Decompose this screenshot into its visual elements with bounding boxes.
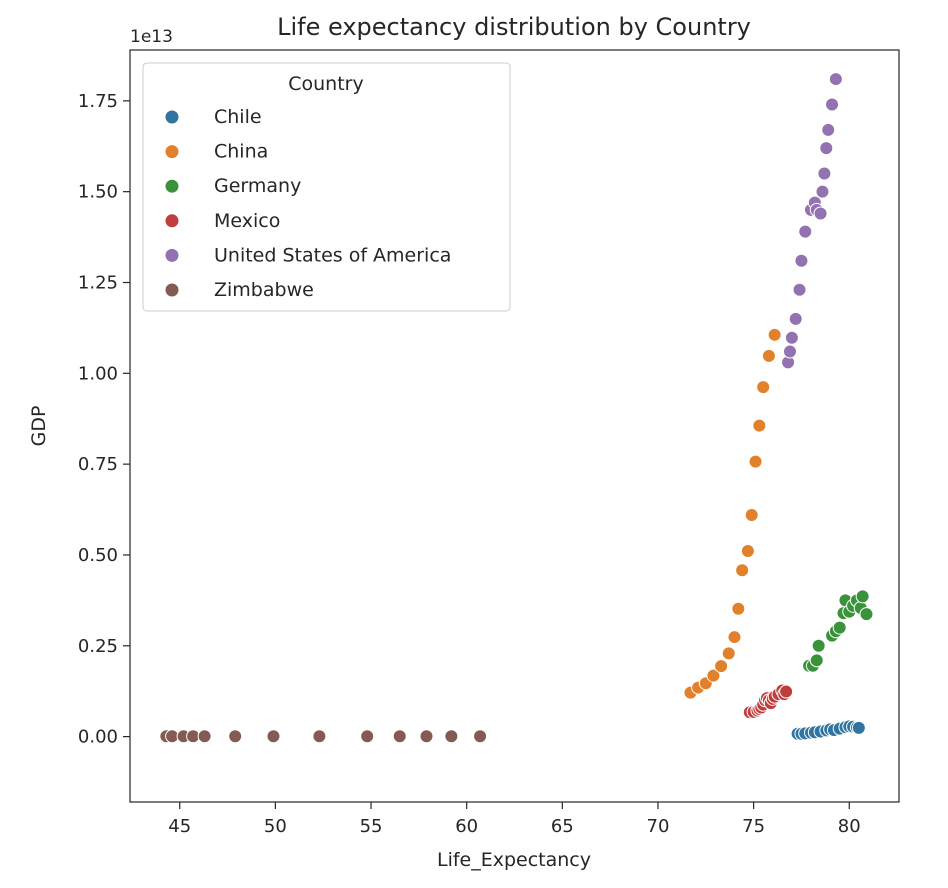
y-tick-label: 0.00: [78, 727, 118, 748]
point-zimbabwe: [197, 729, 212, 744]
point-zimbabwe: [312, 729, 327, 744]
point-germany: [811, 638, 826, 653]
point-united-states-of-america: [817, 166, 832, 181]
point-china: [756, 380, 771, 395]
point-zimbabwe: [444, 729, 459, 744]
legend-label-germany: Germany: [214, 175, 301, 197]
y-tick-label: 0.50: [78, 545, 118, 566]
y-tick-label: 1.75: [78, 91, 118, 112]
legend-label-united-states-of-america: United States of America: [214, 244, 451, 266]
point-united-states-of-america: [821, 122, 836, 137]
point-china: [740, 543, 755, 558]
point-china: [714, 659, 729, 674]
point-united-states-of-america: [798, 224, 813, 239]
point-china: [727, 630, 742, 645]
point-zimbabwe: [473, 729, 488, 744]
legend-title: Country: [288, 73, 363, 95]
x-axis-label: Life_Expectancy: [437, 849, 591, 871]
legend-marker-zimbabwe: [164, 282, 180, 298]
legend-marker-chile: [164, 109, 180, 125]
y-tick-label: 0.75: [78, 454, 118, 475]
point-china: [748, 454, 763, 469]
point-united-states-of-america: [825, 97, 840, 112]
point-germany: [859, 607, 874, 622]
point-united-states-of-america: [794, 253, 809, 268]
x-tick-label: 80: [838, 816, 861, 837]
data-points: [159, 72, 874, 744]
point-united-states-of-america: [782, 344, 797, 359]
x-tick-label: 55: [360, 816, 383, 837]
point-chile: [851, 720, 866, 735]
legend-marker-germany: [164, 178, 180, 194]
legend-marker-united-states-of-america: [164, 247, 180, 263]
point-germany: [855, 589, 870, 604]
point-united-states-of-america: [784, 330, 799, 345]
point-china: [744, 508, 759, 523]
legend-label-china: China: [214, 141, 268, 163]
plot-area: [129, 49, 900, 803]
y-tick-label: 1.00: [78, 363, 118, 384]
point-china: [761, 348, 776, 363]
y-tick-label: 1.50: [78, 182, 118, 203]
point-germany: [809, 653, 824, 668]
point-united-states-of-america: [819, 141, 834, 156]
y-tick-label: 0.25: [78, 636, 118, 657]
point-zimbabwe: [419, 729, 434, 744]
y-tick-label: 1.25: [78, 273, 118, 294]
point-china: [731, 601, 746, 616]
legend-marker-mexico: [164, 213, 180, 229]
point-zimbabwe: [228, 729, 243, 744]
legend-label-chile: Chile: [214, 106, 262, 128]
point-zimbabwe: [392, 729, 407, 744]
point-zimbabwe: [360, 729, 375, 744]
point-china: [706, 668, 721, 683]
point-china: [767, 327, 782, 342]
point-united-states-of-america: [815, 184, 830, 199]
point-china: [735, 563, 750, 578]
point-united-states-of-america: [788, 311, 803, 326]
legend-label-mexico: Mexico: [214, 210, 280, 232]
point-china: [752, 418, 767, 433]
legend-marker-china: [164, 144, 180, 160]
x-tick-label: 60: [455, 816, 478, 837]
x-tick-label: 50: [264, 816, 287, 837]
x-axis: 45 50 55 60 65 70 75 80: [168, 802, 861, 837]
x-tick-label: 65: [551, 816, 574, 837]
point-united-states-of-america: [828, 72, 843, 87]
legend-label-zimbabwe: Zimbabwe: [214, 279, 314, 301]
legend-frame: [142, 62, 511, 312]
y-offset-text: 1e13: [130, 27, 173, 47]
point-mexico: [779, 684, 794, 699]
chart-title: Life expectancy distribution by Country: [277, 13, 751, 41]
legend: Country Chile China Germany Mexico United St…: [142, 62, 511, 312]
x-tick-label: 70: [647, 816, 670, 837]
point-united-states-of-america: [813, 206, 828, 221]
x-tick-label: 75: [742, 816, 765, 837]
x-tick-label: 45: [168, 816, 191, 837]
y-axis: 0.00 0.25 0.50 0.75 1.00 1.25 1.50 1.75: [78, 91, 130, 748]
point-united-states-of-america: [792, 282, 807, 297]
point-china: [721, 646, 736, 661]
y-axis-label: GDP: [28, 406, 50, 447]
legend-items: Chile China Germany Mexico United States of …: [164, 106, 451, 301]
point-zimbabwe: [266, 729, 281, 744]
point-germany: [832, 620, 847, 635]
